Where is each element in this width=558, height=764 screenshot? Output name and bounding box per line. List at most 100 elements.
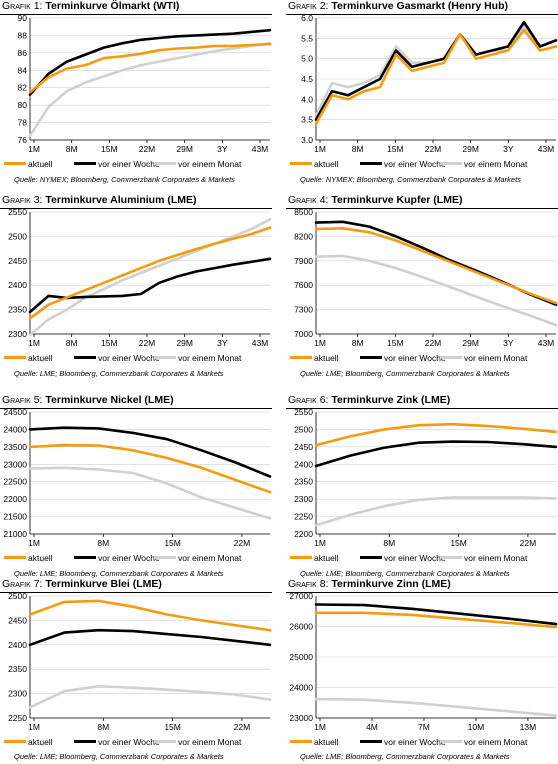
- legend-swatch: [440, 556, 462, 560]
- legend-item: vor einer Woche: [360, 736, 446, 747]
- legend-label: vor einem Monat: [464, 736, 528, 747]
- legend-swatch: [290, 356, 312, 360]
- x-tick-label: 1M: [28, 538, 40, 548]
- y-tick-label: 7600: [294, 280, 313, 290]
- legend-item: vor einer Woche: [74, 158, 160, 169]
- series-line-aktuell: [28, 226, 272, 320]
- y-tick-label: 2450: [8, 256, 27, 266]
- y-tick-label: 2500: [8, 231, 27, 241]
- y-tick-label: 80: [18, 100, 28, 110]
- legend-swatch: [360, 356, 382, 360]
- series-line-aktuell: [314, 611, 558, 629]
- legend-swatch: [154, 356, 176, 360]
- legend-swatch: [440, 162, 462, 166]
- x-tick-label: 29M: [462, 338, 479, 348]
- chart-panel-7: Grafik 7: Terminkurve Blei (LME) 2250 230…: [0, 578, 272, 764]
- x-tick-label: 1M: [28, 722, 40, 732]
- y-tick-label: 23000: [3, 459, 27, 469]
- legend-item: aktuell: [290, 552, 339, 563]
- legend-label: aktuell: [28, 736, 53, 747]
- legend-swatch: [154, 162, 176, 166]
- x-tick-label: 22M: [425, 338, 442, 348]
- x-tick-label: 15M: [164, 722, 181, 732]
- chart-plot: 2250 2300 2350 2400 2450 2500 1M 8M 15M 22M: [8, 591, 272, 732]
- legend-swatch: [4, 162, 26, 166]
- x-tick-label: 43M: [252, 144, 269, 154]
- y-tick-label: 7300: [294, 305, 313, 315]
- y-tick-label: 86: [18, 48, 28, 58]
- legend-item: vor einer Woche: [74, 552, 160, 563]
- x-tick-label: 8M: [66, 144, 78, 154]
- y-tick-label: 90: [18, 13, 28, 23]
- legend-swatch: [290, 556, 312, 560]
- x-tick-label: 1M: [28, 338, 40, 348]
- chart-plot: 7000 7300 7600 7900 8200 8500 1M 8M 15M 22M 29M 3Y 4…: [294, 207, 558, 348]
- chart-plot: 76 78 80 82 84 86 88 90 1M 8M 15M 22M 29M 3Y 43M: [18, 13, 272, 154]
- series-line-aktuell: [28, 42, 272, 94]
- legend-label: vor einer Woche: [98, 736, 160, 747]
- x-tick-label: 15M: [387, 338, 404, 348]
- series-line-vor-einer-woche: [28, 628, 272, 647]
- x-tick-label: 3Y: [217, 338, 228, 348]
- panel-title: Grafik 8: Terminkurve Zinn (LME): [288, 578, 451, 590]
- y-tick-label: 88: [18, 30, 28, 40]
- source-note: Quelle: NYMEX; Bloomberg, Commerzbank Co…: [300, 175, 521, 184]
- legend-item: vor einer Woche: [74, 352, 160, 363]
- y-tick-label: 76: [18, 135, 28, 145]
- legend-swatch: [74, 556, 96, 560]
- y-tick-label: 8500: [294, 207, 313, 217]
- y-tick-label: 4.0: [301, 94, 313, 104]
- series-line-vor-einem-monat: [28, 41, 272, 137]
- series-line-vor-einer-woche: [314, 20, 558, 121]
- legend-item: aktuell: [4, 552, 53, 563]
- legend-label: aktuell: [314, 736, 339, 747]
- series-line-vor-einem-monat: [314, 697, 558, 717]
- legend-label: vor einem Monat: [178, 158, 242, 169]
- y-tick-label: 82: [18, 83, 28, 93]
- legend-item: vor einem Monat: [440, 352, 527, 363]
- legend-swatch: [4, 740, 26, 744]
- y-tick-label: 22000: [3, 494, 27, 504]
- legend-label: vor einer Woche: [384, 552, 446, 563]
- x-tick-label: 15M: [387, 144, 404, 154]
- y-tick-label: 2350: [8, 664, 27, 674]
- chart-panel-3: Grafik 3: Terminkurve Aluminium (LME) 23…: [0, 194, 272, 382]
- y-tick-label: 21000: [3, 529, 27, 539]
- legend-label: vor einer Woche: [98, 552, 160, 563]
- legend-item: aktuell: [290, 158, 339, 169]
- series-line-aktuell: [314, 226, 558, 305]
- panel-title: Grafik 1: Terminkurve Ölmarkt (WTI): [2, 0, 180, 12]
- chart-plot: 23000 24000 25000 26000 27000 1M 4M 7M 10M 13M: [289, 591, 558, 732]
- y-tick-label: 24500: [3, 407, 27, 417]
- legend-swatch: [4, 556, 26, 560]
- x-tick-label: 3Y: [503, 338, 514, 348]
- series-line-vor-einer-woche: [28, 426, 272, 478]
- y-tick-label: 8200: [294, 231, 313, 241]
- legend-label: vor einer Woche: [384, 352, 446, 363]
- series-line-aktuell: [314, 422, 558, 447]
- legend-swatch: [154, 556, 176, 560]
- legend-swatch: [440, 356, 462, 360]
- legend-swatch: [74, 356, 96, 360]
- legend-label: vor einem Monat: [464, 552, 528, 563]
- legend-swatch: [74, 162, 96, 166]
- x-tick-label: 15M: [450, 538, 467, 548]
- legend-label: vor einer Woche: [98, 352, 160, 363]
- legend-label: aktuell: [28, 352, 53, 363]
- y-tick-label: 2300: [8, 329, 27, 339]
- y-tick-label: 24000: [289, 683, 313, 693]
- title-rule: [0, 408, 272, 409]
- x-tick-label: 13M: [520, 722, 537, 732]
- title-rule: [286, 408, 558, 409]
- legend-item: aktuell: [4, 158, 53, 169]
- y-tick-label: 25000: [289, 652, 313, 662]
- x-tick-label: 1M: [314, 338, 326, 348]
- legend-label: vor einem Monat: [178, 352, 242, 363]
- legend-label: vor einem Monat: [178, 736, 242, 747]
- legend-label: aktuell: [314, 352, 339, 363]
- x-tick-label: 8M: [97, 538, 109, 548]
- legend-item: vor einem Monat: [440, 158, 527, 169]
- panel-title: Grafik 3: Terminkurve Aluminium (LME): [2, 194, 197, 206]
- series-line-vor-einer-woche: [28, 257, 272, 314]
- y-tick-label: 23000: [289, 713, 313, 723]
